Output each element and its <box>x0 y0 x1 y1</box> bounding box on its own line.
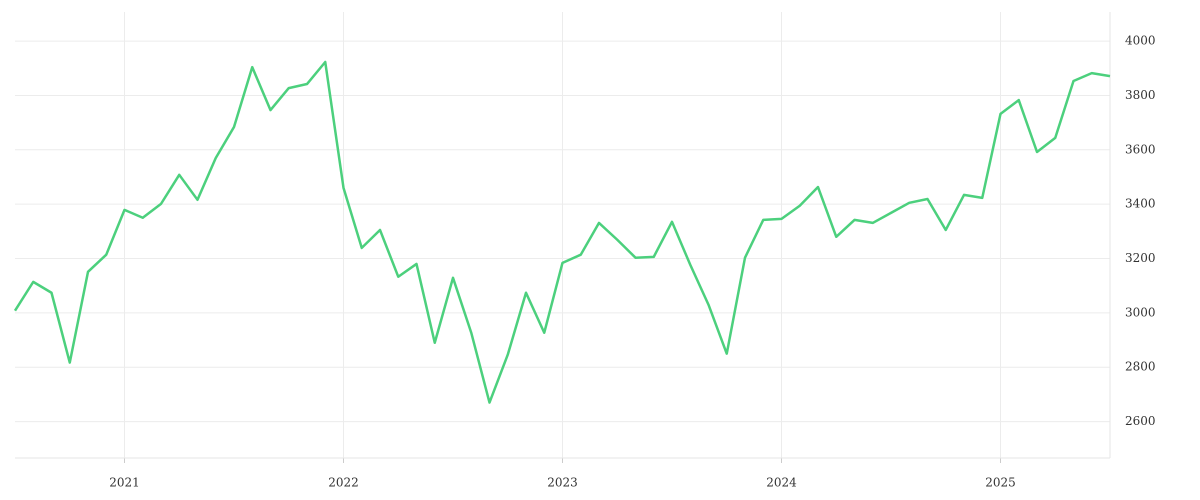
y-tick-label: 3800 <box>1125 88 1156 102</box>
y-tick-label: 3400 <box>1125 197 1156 211</box>
x-tick-label: 2023 <box>547 476 578 490</box>
y-tick-label: 3000 <box>1125 305 1156 319</box>
x-tick-label: 2021 <box>109 476 140 490</box>
data-line <box>13 60 1111 404</box>
y-tick-label: 3600 <box>1125 142 1156 156</box>
y-tick-label: 2600 <box>1125 414 1156 428</box>
y-tick-label: 2800 <box>1125 360 1156 374</box>
x-tick-label: 2025 <box>985 476 1016 490</box>
x-tick-label: 2024 <box>766 476 797 490</box>
y-tick-label: 3200 <box>1125 251 1156 265</box>
x-tick-label: 2022 <box>328 476 359 490</box>
y-tick-label: 4000 <box>1125 34 1156 48</box>
